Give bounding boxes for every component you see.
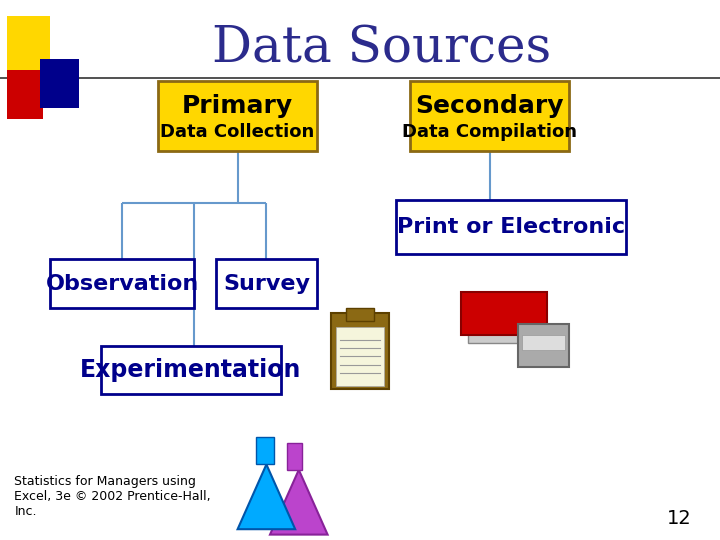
FancyBboxPatch shape <box>410 81 569 151</box>
FancyBboxPatch shape <box>40 59 79 108</box>
Text: Survey: Survey <box>223 273 310 294</box>
Text: Primary: Primary <box>182 93 293 118</box>
FancyBboxPatch shape <box>216 259 317 308</box>
Text: Statistics for Managers using
Excel, 3e © 2002 Prentice-Hall,
Inc.: Statistics for Managers using Excel, 3e … <box>14 475 211 518</box>
FancyBboxPatch shape <box>256 437 274 464</box>
FancyBboxPatch shape <box>468 326 562 343</box>
FancyBboxPatch shape <box>518 324 569 367</box>
FancyBboxPatch shape <box>336 327 384 386</box>
FancyBboxPatch shape <box>396 200 626 254</box>
FancyBboxPatch shape <box>461 292 547 335</box>
FancyBboxPatch shape <box>7 70 43 119</box>
Polygon shape <box>238 464 295 529</box>
FancyBboxPatch shape <box>522 335 565 350</box>
Text: Observation: Observation <box>46 273 199 294</box>
Text: Data Sources: Data Sources <box>212 24 552 73</box>
Text: Print or Electronic: Print or Electronic <box>397 217 625 237</box>
FancyBboxPatch shape <box>331 313 389 389</box>
Text: Secondary: Secondary <box>415 93 564 118</box>
Text: Data Compilation: Data Compilation <box>402 123 577 140</box>
FancyBboxPatch shape <box>287 443 302 470</box>
FancyBboxPatch shape <box>7 16 50 70</box>
Polygon shape <box>270 470 328 535</box>
FancyBboxPatch shape <box>158 81 317 151</box>
FancyBboxPatch shape <box>346 308 374 321</box>
Text: Experimentation: Experimentation <box>80 358 302 382</box>
FancyBboxPatch shape <box>50 259 194 308</box>
FancyBboxPatch shape <box>101 346 281 394</box>
Text: Data Collection: Data Collection <box>161 123 315 140</box>
Text: 12: 12 <box>667 509 691 528</box>
